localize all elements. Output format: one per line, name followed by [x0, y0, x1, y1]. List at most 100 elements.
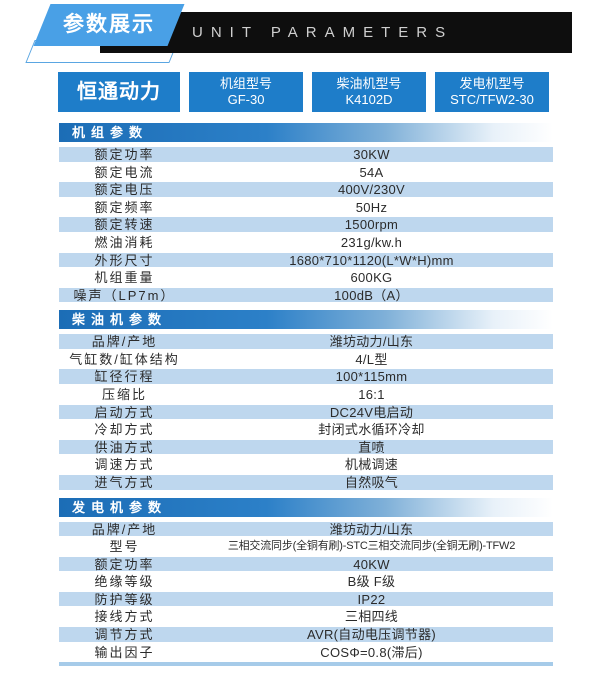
spec-value: 4/L型: [355, 351, 388, 367]
model-box-label: 机组型号: [219, 76, 272, 91]
spec-value: 100dB（A）: [334, 287, 409, 303]
spec-value: AVR(自动电压调节器): [306, 627, 437, 643]
spec-label: 品牌/产地: [91, 521, 158, 537]
unit-parameters-bar: UNIT PARAMETERS: [100, 12, 572, 53]
spec-row: 额定功率 40KW: [59, 556, 553, 572]
spec-row: 启动方式 DC24V电启动: [59, 404, 553, 420]
spec-label: 额定功率: [94, 556, 155, 572]
model-box-value: K4102D: [345, 92, 393, 107]
spec-label: 启动方式: [94, 404, 155, 420]
spec-row: 供油方式 直喷: [59, 439, 553, 455]
spec-row: 调速方式 机械调速: [59, 457, 553, 473]
spec-row: 缸径行程 100*115mm: [59, 369, 553, 384]
spec-label: 冷却方式: [94, 422, 155, 438]
spec-value: B级 F级: [347, 574, 396, 590]
spec-label: 机组重量: [94, 270, 155, 286]
spec-value: 16:1: [358, 387, 385, 403]
parameters-badge: 参数展示: [33, 4, 185, 46]
spec-label: 噪声（LP7m）: [73, 287, 176, 303]
spec-value: 机械调速: [344, 457, 399, 473]
model-header-row: 恒通动力 机组型号 GF-30 柴油机型号 K4102D 发电机型号 STC/T…: [58, 72, 600, 112]
model-box-generator: 发电机型号 STC/TFW2-30: [435, 72, 549, 112]
spec-row: 噪声（LP7m） 100dB（A）: [59, 287, 553, 303]
spec-value: 54A: [359, 164, 384, 180]
spec-row: 外形尺寸 1680*710*1120(L*W*H)mm: [59, 252, 553, 268]
spec-value: 直喷: [358, 439, 385, 455]
spec-value: 400V/230V: [337, 182, 406, 198]
spec-value: 三相四线: [344, 609, 399, 625]
spec-row: 气缸数/缸体结构 4/L型: [59, 352, 553, 367]
section-header: 机组参数: [59, 123, 553, 142]
spec-value: 40KW: [353, 556, 390, 572]
spec-label: 防护等级: [94, 591, 155, 607]
spec-label: 燃油消耗: [94, 234, 155, 250]
spec-value: 潍坊动力/山东: [329, 521, 414, 537]
model-box-value: GF-30: [227, 92, 265, 107]
model-box-unit: 机组型号 GF-30: [189, 72, 303, 112]
section-header: 柴油机参数: [59, 310, 553, 330]
spec-row: 调节方式 AVR(自动电压调节器): [59, 627, 553, 642]
spec-value: 50Hz: [355, 199, 388, 215]
spec-row: 额定电流 54A: [59, 165, 553, 180]
spec-value: 封闭式水循环冷却: [318, 422, 425, 438]
spec-row: 额定频率 50Hz: [59, 200, 553, 215]
spec-value: 自然吸气: [344, 475, 399, 490]
model-box-diesel: 柴油机型号 K4102D: [312, 72, 426, 112]
spec-section: 机组参数额定功率 30KW 额定电流 54A 额定电压 400V/230V 额定频率 50Hz…: [59, 123, 553, 303]
spec-label: 压缩比: [101, 387, 147, 403]
spec-label: 型号: [109, 539, 140, 555]
spec-label: 供油方式: [94, 439, 155, 455]
section-header: 发电机参数: [59, 497, 553, 517]
spec-row: 进气方式 自然吸气: [59, 475, 553, 490]
spec-row: 品牌/产地 潍坊动力/山东: [59, 334, 553, 349]
spec-label: 调节方式: [94, 627, 155, 643]
spec-label: 气缸数/缸体结构: [69, 351, 180, 367]
spec-label: 缸径行程: [94, 369, 155, 385]
spec-row: 输出因子 COSΦ=0.8(滞后): [59, 645, 553, 660]
spec-label: 接线方式: [94, 609, 155, 625]
spec-label: 额定转速: [94, 217, 155, 233]
spec-label: 绝缘等级: [94, 574, 155, 590]
spec-label: 进气方式: [94, 475, 155, 490]
spec-row: 防护等级 IP22: [59, 591, 553, 607]
unit-parameters-title: UNIT PARAMETERS: [192, 24, 454, 41]
spec-row: 品牌/产地 潍坊动力/山东: [59, 521, 553, 537]
spec-value: 三相交流同步(全铜有刷)-STC三相交流同步(全铜无刷)-TFW2: [227, 540, 516, 553]
spec-table: 机组参数额定功率 30KW 额定电流 54A 额定电压 400V/230V 额定频率 50Hz…: [59, 123, 553, 659]
spec-value: 600KG: [350, 270, 393, 286]
spec-row: 燃油消耗 231g/kw.h: [59, 235, 553, 250]
spec-value: 100*115mm: [335, 369, 408, 385]
spec-label: 外形尺寸: [94, 252, 155, 268]
spec-label: 品牌/产地: [91, 334, 158, 350]
spec-row: 型号 三相交流同步(全铜有刷)-STC三相交流同步(全铜无刷)-TFW2: [59, 539, 553, 554]
spec-section: 柴油机参数品牌/产地 潍坊动力/山东气缸数/缸体结构 4/L型缸径行程 100*115…: [59, 310, 553, 490]
spec-row: 额定功率 30KW: [59, 147, 553, 162]
spec-row: 机组重量 600KG: [59, 270, 553, 285]
spec-value: 潍坊动力/山东: [329, 334, 414, 350]
spec-row: 冷却方式 封闭式水循环冷却: [59, 422, 553, 437]
spec-value: 1680*710*1120(L*W*H)mm: [289, 252, 454, 268]
spec-label: 额定电流: [94, 164, 155, 180]
spec-row: 额定电压 400V/230V: [59, 182, 553, 197]
spec-label: 额定电压: [94, 182, 155, 198]
spec-value: 30KW: [353, 147, 390, 162]
spec-row: 压缩比 16:1: [59, 387, 553, 402]
spec-row: 额定转速 1500rpm: [59, 217, 553, 232]
model-box-value: STC/TFW2-30: [450, 92, 534, 107]
top-banner: UNIT PARAMETERS 参数展示: [0, 0, 600, 68]
spec-value: IP22: [357, 591, 386, 607]
model-box-label: 发电机型号: [459, 76, 525, 91]
spec-section: 发电机参数品牌/产地 潍坊动力/山东型号 三相交流同步(全铜有刷)-STC三相交流同…: [59, 497, 553, 660]
spec-label: 额定功率: [94, 147, 155, 162]
spec-row: 接线方式 三相四线: [59, 609, 553, 625]
spec-label: 额定频率: [94, 199, 155, 215]
brand-box: 恒通动力: [58, 72, 180, 112]
spec-value: COSΦ=0.8(滞后): [320, 644, 423, 660]
spec-row: 绝缘等级 B级 F级: [59, 574, 553, 590]
spec-label: 输出因子: [94, 644, 155, 660]
parameters-badge-label: 参数展示: [63, 13, 155, 36]
model-box-label: 柴油机型号: [336, 76, 402, 91]
spec-value: 1500rpm: [344, 217, 399, 233]
spec-value: DC24V电启动: [329, 404, 414, 420]
spec-value: 231g/kw.h: [340, 234, 403, 250]
